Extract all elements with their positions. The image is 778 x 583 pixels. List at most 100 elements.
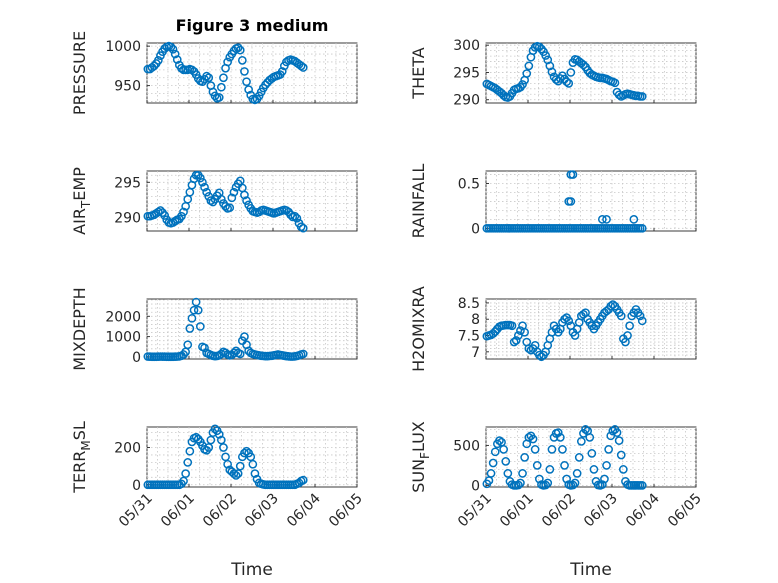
data-point (625, 321, 634, 331)
data-point (585, 433, 595, 442)
data-point (286, 210, 295, 220)
series-markers (482, 425, 647, 490)
data-point (216, 349, 226, 359)
data-point (200, 182, 209, 192)
data-point (229, 348, 239, 358)
data-point (183, 458, 193, 467)
data-point (261, 80, 270, 90)
data-point (518, 80, 527, 89)
y-axis-label: AIRTEMP (70, 167, 93, 235)
data-point (242, 196, 251, 205)
data-point (507, 321, 517, 331)
data-point (637, 481, 647, 490)
data-point (231, 471, 241, 480)
data-point (240, 190, 249, 200)
data-point (277, 67, 287, 76)
data-point (597, 215, 607, 224)
data-point (570, 478, 580, 488)
data-point (242, 446, 251, 456)
data-point (185, 324, 195, 333)
data-point (490, 447, 500, 457)
data-point (568, 170, 578, 179)
subplot-mixdepth: 0 1000 2000 MIXDEPTH (70, 287, 358, 371)
x-tick-label: 06/05 (665, 491, 705, 531)
data-point (202, 187, 211, 197)
data-point (522, 69, 532, 78)
y-tick-label: 0 (471, 221, 480, 237)
data-point (250, 469, 260, 478)
data-point (637, 316, 647, 326)
data-point (168, 44, 178, 54)
series-markers (143, 424, 308, 490)
data-point (566, 197, 576, 206)
data-point (616, 311, 626, 321)
data-point (156, 206, 165, 215)
data-point (618, 465, 628, 474)
data-point (202, 71, 211, 81)
data-point (223, 57, 232, 67)
data-point (547, 67, 557, 77)
data-point (219, 73, 228, 83)
data-point (576, 437, 586, 446)
x-tick-label: 05/31 (116, 491, 156, 531)
y-axis-label: THETA (409, 47, 428, 99)
y-tick-label: 290 (114, 211, 141, 227)
x-tick-label: 06/03 (581, 491, 621, 531)
subplot-pressure: 950 1000 PRESSURE Figure 3 medium (70, 16, 358, 115)
y-tick-label: 1000 (105, 330, 141, 346)
data-point (221, 452, 230, 462)
subplot-h2omixra: 77.588.5 H2OMIXRA (409, 286, 697, 372)
data-point (499, 445, 508, 454)
y-tick-label: 300 (453, 38, 480, 54)
data-point (229, 469, 239, 478)
data-point (579, 60, 588, 70)
data-point (225, 203, 235, 213)
x-tick-label: 06/04 (623, 490, 663, 530)
data-point (187, 65, 197, 75)
data-point (486, 469, 496, 478)
data-point (240, 448, 249, 458)
data-point (181, 469, 190, 478)
y-axis-label: TERRMSL (70, 421, 93, 494)
data-point (602, 215, 611, 224)
subplot-terr_msl: 0 200 05/31 06/01 06/02 06/03 06/04 06/05 TERRMS… (70, 421, 366, 530)
data-point (558, 445, 567, 454)
data-point (581, 425, 590, 434)
data-point (499, 91, 508, 100)
data-point (562, 77, 571, 87)
data-point (564, 79, 574, 88)
data-point (195, 322, 205, 331)
data-point (244, 85, 253, 94)
data-point (204, 443, 214, 452)
data-point (229, 187, 239, 197)
data-point (530, 445, 540, 454)
data-point (160, 211, 169, 220)
data-point (298, 475, 308, 485)
data-point (551, 75, 561, 84)
data-point (179, 207, 188, 217)
y-axis-label: RAINFALL (409, 164, 428, 239)
data-point (149, 61, 159, 71)
data-point (189, 305, 199, 315)
series-markers (482, 41, 647, 102)
data-point (524, 61, 534, 71)
y-tick-label: 0 (471, 478, 480, 494)
data-point (524, 433, 534, 442)
data-point (612, 428, 622, 437)
data-point (177, 211, 186, 221)
data-point (210, 91, 220, 101)
data-point (223, 459, 232, 469)
data-point (574, 453, 584, 462)
x-tick-label: 06/02 (200, 491, 240, 531)
data-point (562, 474, 571, 484)
x-tick-label: 06/02 (539, 491, 579, 531)
data-point (564, 316, 574, 326)
data-point (235, 349, 245, 359)
data-point (185, 446, 195, 456)
y-tick-label: 0 (132, 350, 141, 366)
axes-box (485, 170, 697, 232)
data-point (608, 300, 618, 309)
data-point (214, 93, 224, 102)
series-markers (482, 300, 647, 362)
